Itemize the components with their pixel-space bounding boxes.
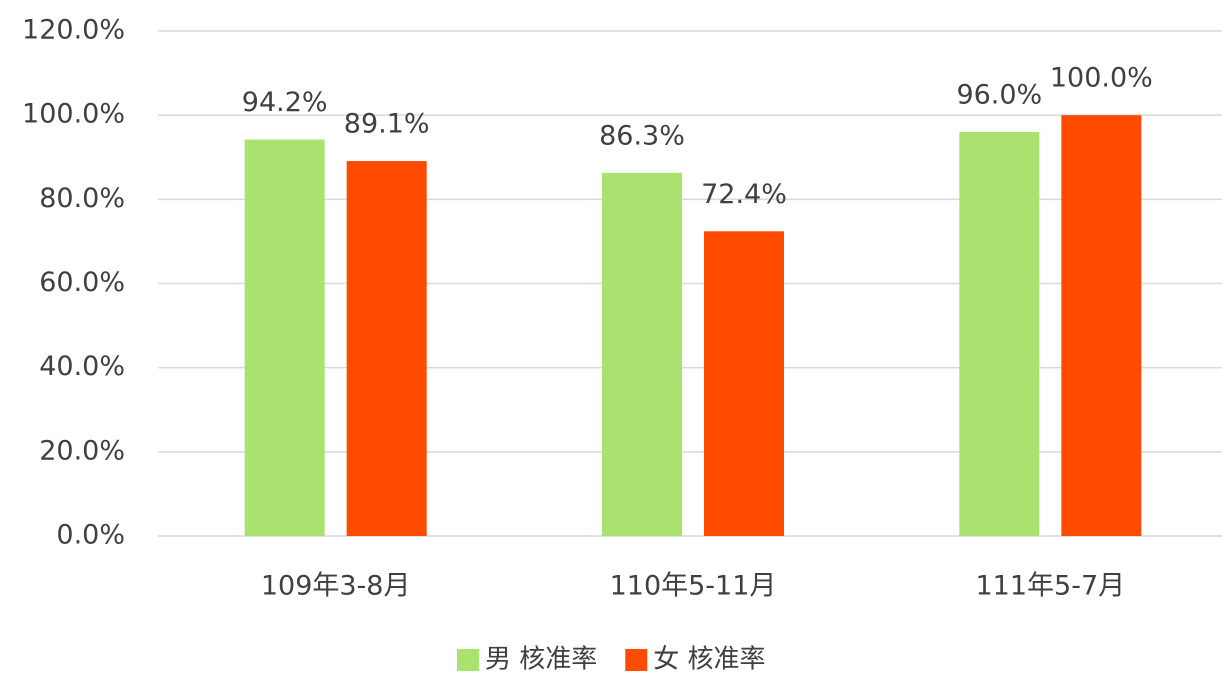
- data-label: 94.2%: [242, 87, 328, 118]
- data-label: 72.4%: [701, 179, 787, 210]
- x-tick-label: 111年5-7月: [976, 571, 1126, 602]
- data-label: 100.0%: [1050, 63, 1153, 94]
- data-label: 96.0%: [956, 80, 1042, 111]
- bar: [346, 161, 427, 536]
- x-tick-label: 109年3-8月: [261, 571, 411, 602]
- x-tick-label: 110年5-11月: [610, 571, 777, 602]
- bar: [959, 132, 1040, 536]
- legend-label: 女 核准率: [653, 645, 765, 673]
- y-tick-label: 100.0%: [22, 99, 125, 130]
- y-tick-label: 120.0%: [22, 15, 125, 46]
- bar: [704, 231, 784, 537]
- data-label: 86.3%: [599, 120, 685, 151]
- y-tick-label: 20.0%: [39, 435, 125, 466]
- legend-label: 男 核准率: [485, 645, 597, 673]
- y-tick-label: 60.0%: [39, 267, 125, 298]
- legend-swatch: [457, 649, 479, 671]
- bar: [244, 139, 325, 536]
- y-tick-label: 0.0%: [56, 520, 125, 551]
- bar: [602, 172, 682, 536]
- data-label: 89.1%: [344, 109, 430, 140]
- legend-swatch: [625, 649, 648, 671]
- y-tick-label: 40.0%: [39, 351, 125, 382]
- bar: [1061, 115, 1142, 537]
- y-tick-label: 80.0%: [39, 183, 125, 214]
